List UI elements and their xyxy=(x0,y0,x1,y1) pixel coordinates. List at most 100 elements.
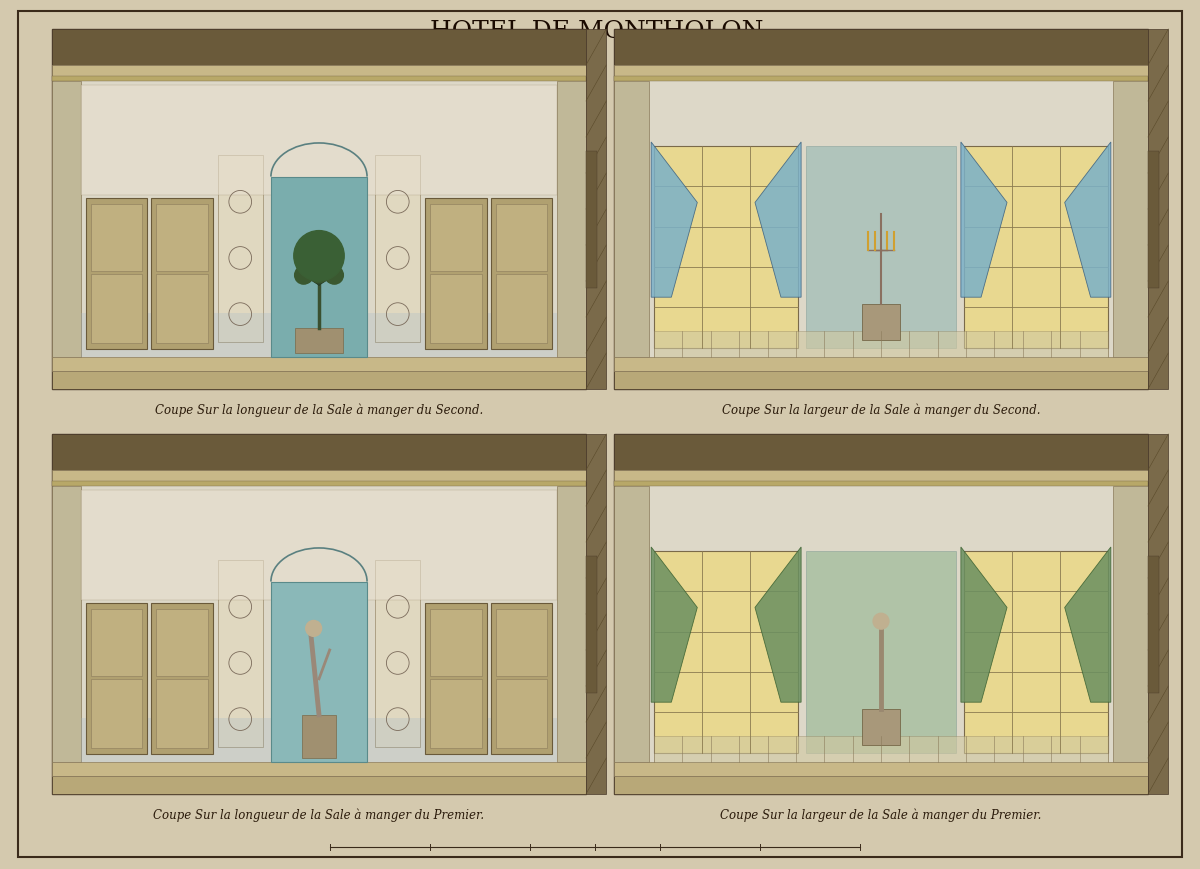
Circle shape xyxy=(294,231,344,282)
Bar xyxy=(557,82,586,357)
Bar xyxy=(52,434,586,470)
Bar xyxy=(496,275,547,344)
Bar xyxy=(430,205,481,271)
Bar xyxy=(1148,557,1159,693)
Text: Coupe Sur la largeur de la Sale à manger du Second.: Coupe Sur la largeur de la Sale à manger… xyxy=(721,403,1040,417)
Bar xyxy=(52,470,586,481)
Bar xyxy=(496,679,547,748)
Bar xyxy=(1148,30,1169,389)
Text: Coupe Sur la largeur de la Sale à manger du Premier.: Coupe Sur la largeur de la Sale à manger… xyxy=(720,808,1042,821)
Polygon shape xyxy=(755,547,802,702)
Bar xyxy=(271,177,367,357)
Bar xyxy=(217,156,263,342)
Bar xyxy=(271,582,367,762)
Bar xyxy=(52,66,586,76)
Bar xyxy=(156,275,208,344)
Bar xyxy=(52,30,586,389)
Bar xyxy=(217,561,263,747)
Bar xyxy=(614,762,1148,776)
Bar xyxy=(52,357,586,372)
Bar xyxy=(614,487,649,762)
Bar xyxy=(863,710,900,746)
Bar xyxy=(806,147,955,348)
Bar xyxy=(496,609,547,676)
Polygon shape xyxy=(652,547,697,702)
Bar xyxy=(614,776,1148,794)
Bar xyxy=(52,82,82,357)
Circle shape xyxy=(295,267,313,285)
Bar xyxy=(964,147,1108,348)
Text: Coupe Sur la longueur de la Sale à manger du Second.: Coupe Sur la longueur de la Sale à mange… xyxy=(155,403,484,417)
Bar xyxy=(614,30,1148,66)
Bar xyxy=(614,82,649,357)
Bar xyxy=(52,30,586,66)
Bar xyxy=(90,609,142,676)
Text: Coupe Sur la longueur de la Sale à manger du Premier.: Coupe Sur la longueur de la Sale à mange… xyxy=(154,808,485,821)
Bar xyxy=(151,199,212,350)
Polygon shape xyxy=(652,143,697,298)
Bar xyxy=(1114,82,1148,357)
Bar xyxy=(52,776,586,794)
Bar xyxy=(614,434,1148,470)
Bar xyxy=(654,551,798,753)
Bar xyxy=(557,487,586,762)
Polygon shape xyxy=(1064,143,1111,298)
Bar xyxy=(614,66,1148,76)
Bar xyxy=(90,679,142,748)
Bar xyxy=(376,561,420,747)
Polygon shape xyxy=(961,547,1007,702)
Bar xyxy=(1148,434,1169,794)
Bar xyxy=(614,372,1148,389)
Bar xyxy=(151,603,212,754)
Bar xyxy=(614,470,1148,481)
Bar xyxy=(82,719,557,762)
Bar xyxy=(806,551,955,753)
Circle shape xyxy=(310,266,328,283)
Bar xyxy=(85,199,148,350)
Bar xyxy=(654,147,798,348)
Bar xyxy=(430,275,481,344)
Bar xyxy=(90,275,142,344)
Circle shape xyxy=(874,614,889,629)
Polygon shape xyxy=(961,143,1007,298)
Bar xyxy=(156,205,208,271)
Bar xyxy=(52,481,586,487)
Circle shape xyxy=(306,620,322,637)
Bar xyxy=(586,152,598,289)
Bar xyxy=(52,372,586,389)
Bar xyxy=(586,434,606,794)
Bar xyxy=(156,609,208,676)
Circle shape xyxy=(295,266,313,284)
Bar xyxy=(376,156,420,342)
Bar xyxy=(496,205,547,271)
Bar xyxy=(491,199,552,350)
Bar xyxy=(52,487,82,762)
Bar xyxy=(52,434,586,794)
Circle shape xyxy=(324,266,342,284)
Bar xyxy=(614,357,1148,372)
Bar xyxy=(614,76,1148,82)
Bar xyxy=(1148,152,1159,289)
Bar xyxy=(425,199,487,350)
Bar xyxy=(1114,487,1148,762)
Bar xyxy=(430,679,481,748)
Bar xyxy=(82,490,557,600)
Bar xyxy=(614,481,1148,487)
Bar xyxy=(425,603,487,754)
Bar xyxy=(586,557,598,693)
Bar xyxy=(614,30,1148,389)
Bar xyxy=(654,737,1108,762)
Bar xyxy=(295,328,343,354)
Bar xyxy=(863,305,900,341)
Bar xyxy=(302,715,336,758)
Text: HOTEL DE MONTHOLON.: HOTEL DE MONTHOLON. xyxy=(430,21,770,43)
Bar xyxy=(82,86,557,196)
Polygon shape xyxy=(755,143,802,298)
Bar xyxy=(614,434,1148,794)
Bar xyxy=(156,679,208,748)
Bar xyxy=(52,762,586,776)
Bar xyxy=(491,603,552,754)
Bar xyxy=(90,205,142,271)
Bar xyxy=(586,30,606,389)
Bar xyxy=(430,609,481,676)
